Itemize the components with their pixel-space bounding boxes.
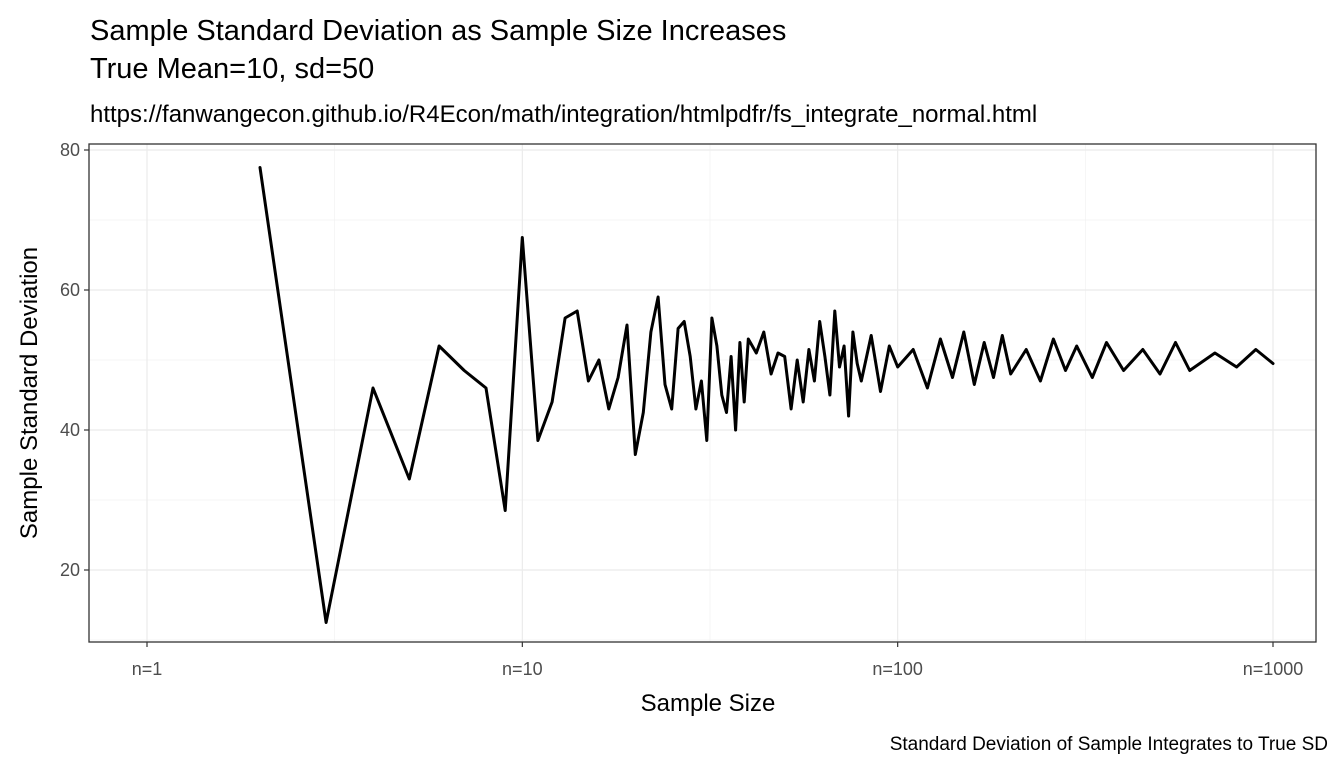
- x-tick-label: n=100: [872, 659, 923, 679]
- series-group: [258, 166, 1275, 624]
- chart-subtitle: https://fanwangecon.github.io/R4Econ/mat…: [90, 101, 1037, 128]
- x-tick-label: n=1000: [1243, 659, 1304, 679]
- chart-title-line1: Sample Standard Deviation as Sample Size…: [90, 15, 786, 47]
- x-axis-title: Sample Size: [641, 690, 776, 717]
- panel-border: [88, 143, 1317, 643]
- y-tick-label: 60: [60, 280, 80, 300]
- series-line: [258, 166, 1275, 624]
- x-tick-label: n=1: [132, 659, 163, 679]
- y-tick-label: 20: [60, 560, 80, 580]
- x-axis: n=1 n=10 n=100 n=1000: [132, 642, 1304, 679]
- chart-title-line2: True Mean=10, sd=50: [90, 53, 374, 85]
- grid: [89, 144, 1316, 642]
- y-axis: 20 40 60 80: [60, 140, 89, 580]
- y-tick-label: 40: [60, 420, 80, 440]
- x-tick-label: n=10: [502, 659, 543, 679]
- y-axis-title: Sample Standard Deviation: [16, 247, 43, 539]
- y-tick-label: 80: [60, 140, 80, 160]
- chart-caption: Standard Deviation of Sample Integrates …: [890, 734, 1328, 755]
